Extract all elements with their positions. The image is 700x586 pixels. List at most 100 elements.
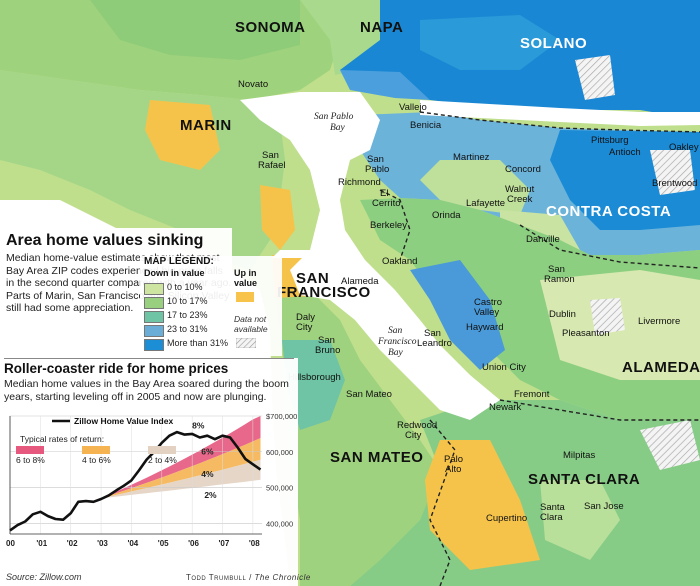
y-tick-label: 500,000 <box>266 484 293 493</box>
zillow-chart: 400,000 500,000 600,000 $700,000 00 '01 '02 '03… <box>6 412 297 548</box>
city-label-novato: Novato <box>238 79 268 90</box>
byline-sep: / <box>249 573 255 582</box>
city-label-richmond: Richmond <box>338 177 381 188</box>
city-label-martinez: Martinez <box>453 152 490 163</box>
silicon-valley-up <box>425 440 540 570</box>
legend-swatch <box>144 311 164 323</box>
x-tick-label: '04 <box>127 539 138 548</box>
legend-up-label: Up in value <box>234 268 258 288</box>
legend-item-label: 17 to 23% <box>167 310 208 320</box>
byline-paper: The Chronicle <box>254 573 311 582</box>
county-label-alameda: ALAMEDA <box>622 359 700 376</box>
legend-swatch <box>144 325 164 337</box>
city-label-union-city: Union City <box>482 362 526 373</box>
x-tick-label: '07 <box>219 539 230 548</box>
city-label-lafayette: Lafayette <box>466 198 505 209</box>
city-label-newark: Newark <box>489 402 521 413</box>
return-legend-swatch <box>148 446 176 454</box>
return-legend-label: 2 to 4% <box>148 455 177 465</box>
return-legend-swatch <box>16 446 44 454</box>
county-label-napa: NAPA <box>360 19 403 36</box>
marin-up-region <box>145 100 220 170</box>
city-label-orinda: Orinda <box>432 210 461 221</box>
sonoma-inner <box>90 0 300 60</box>
legend-na-swatch <box>236 338 256 348</box>
band-label: 8% <box>192 421 205 431</box>
roller-title: Roller-coaster ride for home prices <box>4 361 229 376</box>
legend-item-label: 23 to 31% <box>167 324 208 334</box>
city-label-oakland: Oakland <box>382 256 417 267</box>
return-legend-swatch <box>82 446 110 454</box>
city-label-san-leandro-2: Leandro <box>417 338 452 349</box>
na-east <box>650 150 695 195</box>
city-label-danville: Danville <box>526 234 560 245</box>
city-label-santa-clara-1: Santa <box>540 502 566 513</box>
byline: Todd Trumbull / The Chronicle <box>186 573 311 582</box>
city-label-san-bruno-1: San <box>318 335 335 346</box>
band-label: 4% <box>201 469 214 479</box>
city-label-san-ramon-2: Ramon <box>544 274 575 285</box>
city-label-pleasanton: Pleasanton <box>562 328 610 339</box>
city-label-castro-valley-1: Castro <box>474 297 502 308</box>
x-tick-label: 00 <box>6 539 15 548</box>
legend-swatch <box>144 339 164 351</box>
legend-down-label: Down in value <box>144 268 205 278</box>
county-label-sf-1: SAN <box>296 270 329 287</box>
city-label-cupertino: Cupertino <box>486 513 527 524</box>
hayward-region <box>410 260 505 370</box>
county-label-contra-costa: CONTRA COSTA <box>546 203 671 220</box>
border-solano-cc <box>419 111 700 133</box>
solano-inner <box>420 15 560 70</box>
roller-body: Median home values in the Bay Area soare… <box>4 378 289 403</box>
city-label-dublin: Dublin <box>549 309 576 320</box>
water-label-sf-bay-2: Francisco <box>377 337 417 347</box>
county-label-santa-clara: SANTA CLARA <box>528 471 640 488</box>
chart-labels: 400,000 500,000 600,000 $700,000 00 '01 '02 '03… <box>6 412 297 548</box>
city-label-milpitas: Milpitas <box>563 450 595 461</box>
x-tick-label: '05 <box>158 539 169 548</box>
return-bands <box>101 416 261 499</box>
city-label-concord: Concord <box>505 164 541 175</box>
lamorinda-region <box>420 160 530 215</box>
source-credit: Source: Zillow.com <box>6 572 82 582</box>
city-label-san-rafael-2: Rafael <box>258 160 285 171</box>
city-label-benicia: Benicia <box>410 120 442 131</box>
y-tick-label: 400,000 <box>266 519 293 528</box>
marin-region <box>0 70 285 270</box>
x-tick-label: '03 <box>97 539 108 548</box>
city-label-el-cerrito-2: Cerrito <box>372 198 401 209</box>
legend-item-label: 10 to 17% <box>167 296 208 306</box>
santa-clara-region <box>350 400 700 586</box>
band-label: 2% <box>204 490 217 500</box>
band-label: 6% <box>201 447 214 457</box>
return-legend-label: 6 to 8% <box>16 455 45 465</box>
article-title: Area home values sinking <box>6 232 204 249</box>
x-tick-label: '02 <box>67 539 78 548</box>
city-label-redwood-city-2: City <box>405 430 422 441</box>
city-label-vallejo: Vallejo <box>399 102 427 113</box>
vallejo-region <box>340 70 430 100</box>
water-label-sf-bay-1: San <box>388 326 403 336</box>
legend-title: MAP LEGEND: <box>144 256 214 267</box>
y-tick-label: 600,000 <box>266 448 293 457</box>
city-label-santa-clara-2: Clara <box>540 512 563 523</box>
marin-south-up <box>260 185 295 250</box>
city-label-san-pablo-2: Pablo <box>365 164 389 175</box>
city-label-el-cerrito-1: El <box>380 188 388 199</box>
city-label-walnut-creek-1: Walnut <box>505 184 535 195</box>
legend-item-label: More than 31% <box>167 338 229 348</box>
city-label-san-rafael-1: San <box>262 150 279 161</box>
city-label-palo-alto-2: Alto <box>445 464 461 475</box>
border-cc-alameda <box>379 189 411 261</box>
legend-swatch <box>144 283 164 295</box>
city-label-alameda: Alameda <box>341 276 379 287</box>
city-label-san-pablo-1: San <box>367 154 384 165</box>
city-label-palo-alto-1: Palo <box>444 454 463 465</box>
chart-line-group <box>9 430 262 532</box>
city-label-hayward: Hayward <box>466 322 504 333</box>
city-label-castro-valley-2: Valley <box>474 307 499 318</box>
city-label-daly-city-2: City <box>296 322 313 333</box>
zillow-index-line <box>9 430 262 532</box>
water-label-san-pablo-bay-1: San Pablo <box>314 112 354 122</box>
na-santa-clara <box>640 420 700 470</box>
